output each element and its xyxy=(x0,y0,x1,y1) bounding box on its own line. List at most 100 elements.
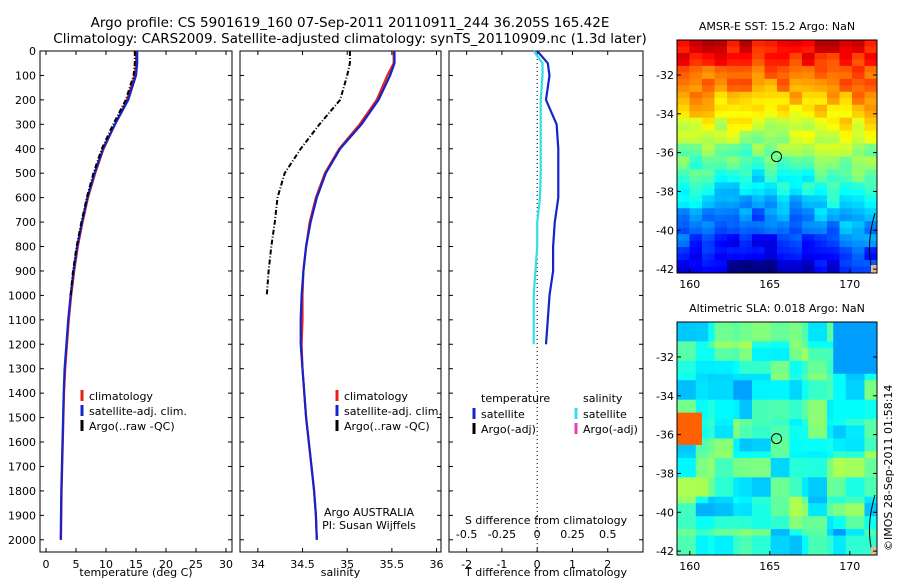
heatmap-cell xyxy=(777,483,784,491)
heatmap-cell xyxy=(695,72,703,80)
heatmap-cell xyxy=(720,162,728,170)
y-tick-label: 0 xyxy=(29,45,36,58)
heatmap-cell xyxy=(864,208,872,216)
heatmap-cell xyxy=(808,162,815,170)
heatmap-cell xyxy=(683,162,690,170)
heatmap-cell xyxy=(777,240,784,248)
heatmap-cell xyxy=(820,201,828,209)
heatmap-cell xyxy=(827,46,834,54)
y-tick-label: 1800 xyxy=(8,485,36,498)
heatmap-cell xyxy=(733,40,740,47)
heatmap-cell xyxy=(758,451,765,459)
heatmap-cell xyxy=(745,253,753,261)
heatmap-cell xyxy=(833,208,840,216)
heatmap-cell xyxy=(720,137,728,144)
heatmap-cell xyxy=(764,188,772,196)
heatmap-cell xyxy=(789,91,797,99)
heatmap-cell xyxy=(683,496,690,504)
heatmap-cell xyxy=(714,347,722,355)
lon-tick-label: 165 xyxy=(759,278,780,291)
heatmap-cell xyxy=(689,328,697,336)
heatmap-cell xyxy=(839,464,847,472)
heatmap-cell xyxy=(720,260,728,267)
heatmap-cell xyxy=(770,104,778,112)
heatmap-cell xyxy=(677,247,684,254)
heatmap-cell xyxy=(708,240,715,248)
heatmap-cell xyxy=(839,412,847,420)
lat-tick-label: -36 xyxy=(656,147,674,160)
heatmap-cell xyxy=(758,117,765,125)
heatmap-cell xyxy=(845,91,853,99)
heatmap-cell xyxy=(852,360,859,368)
heatmap-cell xyxy=(702,46,709,54)
heatmap-cell xyxy=(733,451,740,459)
heatmap-cell xyxy=(739,175,747,183)
heatmap-cell xyxy=(739,354,747,362)
heatmap-cell xyxy=(745,373,753,381)
heatmap-cell xyxy=(708,137,715,144)
heatmap-cell xyxy=(752,464,759,472)
legend-entry: climatology xyxy=(89,390,153,403)
heatmap-cell xyxy=(802,322,809,329)
heatmap-cell xyxy=(683,529,690,536)
heatmap-cell xyxy=(795,444,803,452)
heatmap-cell xyxy=(820,169,828,177)
heatmap-cell xyxy=(845,253,853,261)
heatmap-cell xyxy=(733,253,740,261)
heatmap-cell xyxy=(708,221,715,229)
lat-tick-label: -36 xyxy=(656,429,674,442)
heatmap-cell xyxy=(733,542,740,549)
heatmap-cell xyxy=(852,111,859,119)
heatmap-cell xyxy=(714,182,722,190)
heatmap-cell xyxy=(752,85,759,93)
heatmap-cell xyxy=(720,322,728,329)
heatmap-cell xyxy=(833,444,840,452)
heatmap-cell xyxy=(777,328,784,336)
heatmap-cell xyxy=(764,130,772,138)
heatmap-cell xyxy=(758,522,765,530)
heatmap-cell xyxy=(708,419,715,426)
heatmap-cell xyxy=(833,65,840,73)
heatmap-cell xyxy=(808,65,815,73)
heatmap-cell xyxy=(858,464,865,472)
heatmap-cell xyxy=(827,137,834,144)
lon-tick-label: 165 xyxy=(759,560,780,573)
heatmap-cell xyxy=(764,457,772,465)
heatmap-cell xyxy=(689,253,697,261)
heatmap-cell xyxy=(789,162,797,170)
heatmap-cell xyxy=(789,137,797,144)
heatmap-cell xyxy=(714,253,722,261)
heatmap-cell xyxy=(727,247,734,254)
heatmap-cell xyxy=(802,341,809,349)
heatmap-cell xyxy=(702,234,709,242)
heatmap-cell xyxy=(733,221,740,229)
heatmap-cell xyxy=(689,425,697,433)
plot-frame xyxy=(39,50,233,553)
heatmap-cell xyxy=(845,240,853,248)
heatmap-cell xyxy=(770,227,778,235)
heatmap-cell xyxy=(714,354,722,362)
heatmap-cell xyxy=(827,214,834,222)
heatmap-cell xyxy=(702,341,709,349)
heatmap-cell xyxy=(814,59,822,67)
x-axis-label: salinity xyxy=(321,566,361,579)
heatmap-cell xyxy=(845,522,853,530)
heatmap-cell xyxy=(820,227,828,235)
heatmap-cell xyxy=(714,399,722,407)
heatmap-cell xyxy=(695,240,703,248)
heatmap-cell xyxy=(714,425,722,433)
heatmap-cell xyxy=(864,419,872,426)
heatmap-cell xyxy=(733,432,740,439)
heatmap-cell xyxy=(814,104,822,112)
heatmap-cell xyxy=(808,516,815,524)
heatmap-cell xyxy=(733,522,740,530)
heatmap-cell xyxy=(795,522,803,530)
heatmap-cell xyxy=(695,247,703,254)
heatmap-cell xyxy=(777,360,784,368)
heatmap-cell xyxy=(783,328,790,336)
heatmap-cell xyxy=(677,117,684,125)
heatmap-cell xyxy=(820,425,828,433)
heatmap-cell xyxy=(683,65,690,73)
heatmap-cell xyxy=(714,412,722,420)
heatmap-cell xyxy=(783,188,790,196)
